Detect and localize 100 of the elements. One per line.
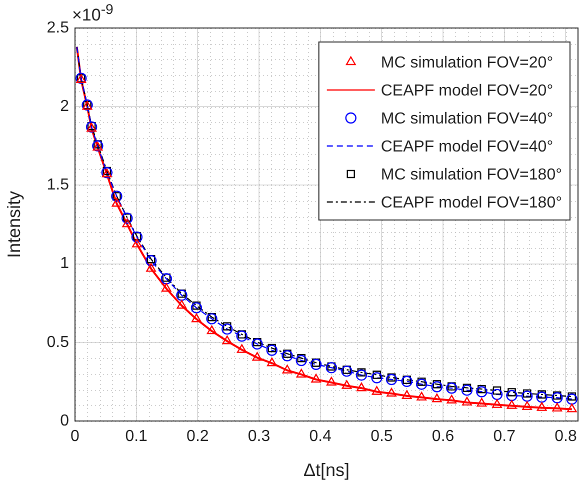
point: [236, 330, 248, 342]
x-tick-label: 0.5: [370, 428, 393, 446]
point: [253, 338, 262, 346]
point: [238, 330, 246, 339]
x-axis-title: Δt[ns]: [303, 460, 350, 480]
legend-label: MC simulation FOV=20°: [380, 54, 554, 72]
x-tick-label: 0.3: [248, 428, 270, 446]
y-axis-title: Intensity: [4, 190, 24, 258]
point: [94, 140, 102, 148]
point: [297, 354, 306, 362]
x-tick-label: 0.6: [432, 428, 454, 446]
point: [160, 273, 172, 284]
point: [132, 232, 142, 240]
point: [311, 374, 321, 383]
point: [491, 388, 503, 400]
point: [476, 398, 487, 407]
point: [356, 382, 366, 392]
point: [506, 400, 517, 409]
point: [342, 366, 351, 374]
point: [492, 399, 502, 408]
x-tick-label: 0.1: [125, 428, 148, 446]
point: [431, 381, 443, 392]
point: [222, 323, 233, 335]
point: [522, 401, 532, 410]
point: [476, 386, 488, 398]
point: [387, 373, 396, 382]
point: [176, 290, 188, 301]
point: [432, 380, 442, 388]
point: [131, 231, 143, 243]
point: [310, 358, 322, 370]
y-tick-label: 2: [60, 98, 70, 116]
point: [402, 390, 412, 399]
point: [341, 366, 352, 377]
point: [357, 368, 366, 377]
point: [146, 263, 156, 272]
point: [236, 344, 247, 353]
x-tick-label: 0.8: [554, 428, 577, 446]
y-tick-label: 0: [60, 412, 70, 430]
legend-label: CEAPF model FOV=40°: [380, 138, 554, 156]
point: [206, 313, 218, 324]
point: [386, 388, 396, 397]
point: [372, 370, 381, 379]
y-tick-label: 1.5: [46, 176, 70, 194]
legend-label: MC simulation FOV=40°: [380, 110, 554, 128]
point: [568, 392, 576, 401]
point: [416, 378, 428, 390]
point: [372, 386, 382, 395]
point: [178, 290, 186, 298]
point: [432, 394, 442, 402]
legend-label: CEAPF model FOV=180°: [380, 194, 562, 212]
point: [252, 352, 262, 361]
y-tick-label: 2.5: [46, 19, 70, 36]
point: [371, 372, 382, 384]
point: [252, 338, 263, 350]
point: [190, 302, 202, 314]
point: [161, 283, 172, 292]
point: [461, 384, 473, 396]
point: [283, 350, 292, 358]
point: [145, 255, 157, 266]
point: [401, 376, 412, 387]
point: [536, 402, 547, 411]
point: [356, 370, 368, 381]
point: [552, 392, 563, 404]
point: [536, 392, 548, 403]
point: [492, 386, 502, 395]
text: ×10$^{-9}$: [72, 2, 114, 26]
y-tick-label: 0.5: [46, 334, 70, 351]
point: [192, 301, 201, 310]
x-tick-label: 0.2: [186, 428, 209, 446]
point: [176, 300, 187, 309]
point: [282, 350, 293, 362]
point: [222, 336, 232, 344]
point: [192, 314, 202, 322]
point: [162, 274, 171, 282]
point: [416, 392, 427, 401]
point: [296, 368, 306, 378]
point: [206, 325, 217, 334]
point: [448, 382, 456, 391]
point: [122, 218, 132, 228]
point: [521, 390, 533, 402]
point: [538, 390, 546, 399]
point: [566, 394, 578, 405]
point: [296, 354, 307, 366]
point: [342, 380, 352, 389]
point: [146, 254, 156, 264]
point: [522, 389, 532, 398]
legend-label: MC simulation FOV=180°: [380, 166, 562, 184]
point: [326, 362, 338, 374]
x-tick-label: 0.7: [493, 428, 516, 446]
y-tick-label: 1: [60, 255, 70, 272]
point: [312, 358, 320, 367]
point: [132, 238, 142, 248]
point: [446, 394, 457, 404]
point: [506, 390, 518, 402]
x-tick-label: 0.4: [309, 428, 332, 446]
point: [327, 362, 336, 371]
point: [386, 374, 398, 386]
point: [222, 322, 232, 330]
point: [266, 344, 278, 356]
legend-label: CEAPF model FOV=20°: [380, 82, 554, 100]
